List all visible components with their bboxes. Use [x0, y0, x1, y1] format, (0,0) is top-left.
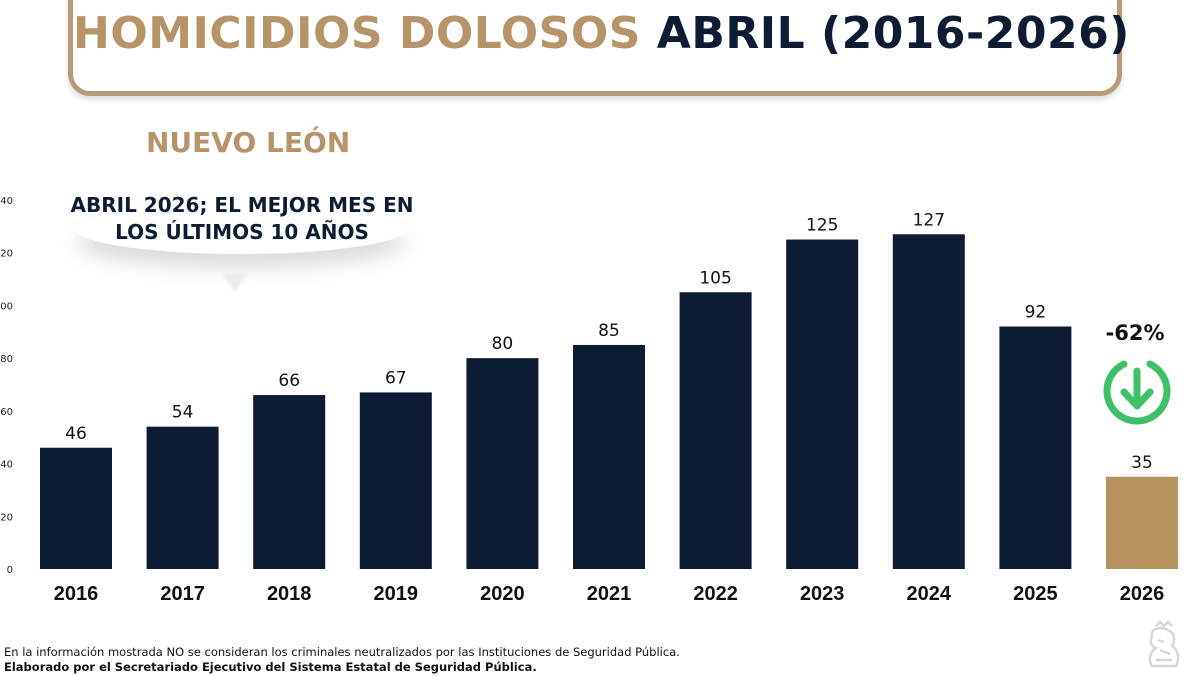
- callout-line-2: LOS ÚLTIMOS 10 AÑOS: [115, 220, 369, 244]
- down-arrow-circle-icon: [1103, 360, 1171, 425]
- data-label: 46: [65, 424, 87, 444]
- y-tick-label: 140: [0, 196, 13, 207]
- bar: [786, 239, 859, 569]
- y-tick-label: 120: [0, 249, 13, 260]
- change-percent: -62%: [1105, 321, 1165, 345]
- data-label: 67: [385, 368, 407, 388]
- bar-chart: 0 20 40 60 80 100 120 140 46 2016 54 2017 66 2018 67 20…: [0, 196, 1178, 605]
- data-label: 66: [278, 371, 300, 391]
- bar: [359, 392, 432, 569]
- callout-bubble-tail: [223, 274, 247, 292]
- page-title: HOMICIDIOS DOLOSOS ABRIL (2016-2026): [73, 8, 1129, 59]
- title-gold-part: HOMICIDIOS DOLOSOS: [73, 8, 641, 59]
- callout-line-1: ABRIL 2026; EL MEJOR MES EN: [70, 193, 414, 217]
- footnote-disclaimer: En la información mostrada NO se conside…: [4, 645, 680, 659]
- bar: [466, 358, 539, 569]
- y-tick-label: 40: [0, 460, 13, 471]
- x-tick-label: 2018: [267, 583, 312, 605]
- bar: [892, 234, 965, 569]
- data-label: 54: [172, 403, 194, 423]
- x-tick-label: 2016: [54, 583, 99, 605]
- y-tick-label: 100: [0, 301, 13, 312]
- data-label: 35: [1131, 453, 1153, 473]
- callout-text: ABRIL 2026; EL MEJOR MES EN LOS ÚLTIMOS …: [60, 192, 424, 246]
- bar: [573, 344, 645, 569]
- data-label: 127: [913, 210, 945, 230]
- x-tick-label: 2020: [480, 583, 525, 605]
- footnote-source: Elaborado por el Secretariado Ejecutivo …: [4, 660, 537, 674]
- x-tick-label: 2021: [587, 583, 632, 605]
- data-label: 92: [1025, 303, 1047, 323]
- data-label: 125: [806, 216, 838, 236]
- x-tick-label: 2019: [374, 583, 419, 605]
- y-tick-label: 80: [0, 354, 13, 365]
- region-subtitle: NUEVO LEÓN: [146, 126, 351, 159]
- data-label: 85: [598, 321, 620, 341]
- data-label: 105: [699, 268, 731, 288]
- x-tick-label: 2022: [693, 583, 738, 605]
- title-navy-part: ABRIL (2016-2026): [656, 8, 1130, 59]
- y-tick-label: 20: [0, 512, 13, 523]
- data-label: 80: [492, 334, 514, 354]
- x-tick-label: 2026: [1120, 583, 1165, 605]
- x-tick-label: 2024: [907, 583, 952, 605]
- y-tick-label: 60: [0, 407, 13, 418]
- bar: [679, 292, 752, 569]
- bar: [253, 395, 326, 569]
- x-tick-label: 2025: [1013, 583, 1058, 605]
- bar: [999, 326, 1072, 569]
- title-box: HOMICIDIOS DOLOSOS ABRIL (2016-2026): [68, 0, 1129, 96]
- bar: [40, 447, 112, 569]
- bar: [146, 426, 219, 569]
- y-tick-label: 0: [7, 565, 13, 576]
- bar: [1106, 476, 1178, 569]
- footnotes: En la información mostrada NO se conside…: [4, 645, 680, 675]
- lion-seal-icon: [1148, 620, 1180, 668]
- x-tick-label: 2017: [160, 583, 205, 605]
- x-tick-label: 2023: [800, 583, 845, 605]
